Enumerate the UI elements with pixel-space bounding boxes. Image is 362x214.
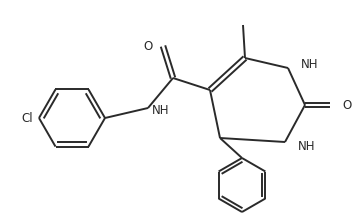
Text: NH: NH xyxy=(152,104,169,116)
Text: Cl: Cl xyxy=(21,111,33,125)
Text: O: O xyxy=(342,98,351,111)
Text: NH: NH xyxy=(301,58,319,70)
Text: NH: NH xyxy=(298,140,316,153)
Text: O: O xyxy=(144,40,153,52)
